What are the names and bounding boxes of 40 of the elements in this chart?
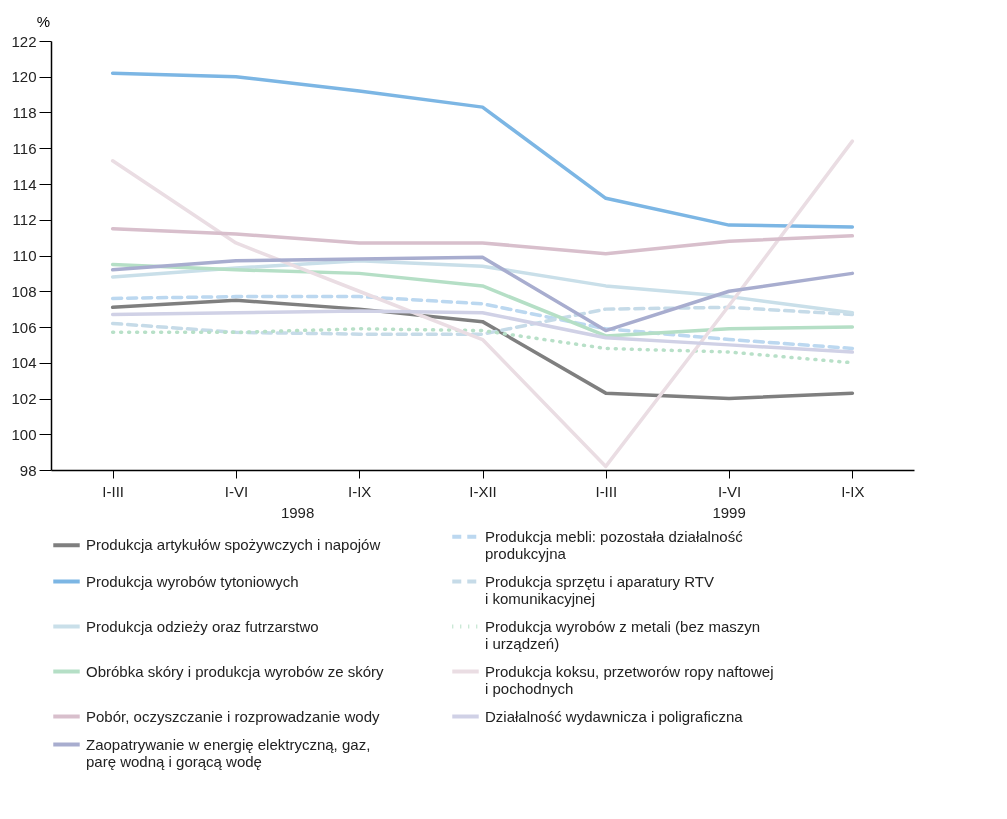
legend-label: Pobór, oczyszczanie i rozprowadzanie wody [86,707,380,725]
legend-label: Produkcja koksu, przetworów ropy naftowej i pochodnych [485,662,774,697]
legend-label: Produkcja sprzętu i aparatury RTV i komunikacyjnej [485,572,714,607]
x-tick-label: I-III [595,482,618,500]
y-tick-label: 108 [11,282,37,300]
x-tick-label: I-XII [469,482,497,500]
line-series [110,226,855,256]
line-series [110,139,855,469]
x-tick-label: I-VI [717,482,742,500]
y-tick-label: 106 [11,318,37,336]
legend-label: Obróbka skóry i produkcja wyrobów ze skóry [86,662,385,680]
line-series [110,71,855,229]
y-tick-label: 112 [12,211,37,229]
y-tick-label: 120 [11,68,37,86]
y-axis-title: % [36,12,51,30]
y-tick-label: 116 [12,139,37,157]
text: 1999 [712,504,746,521]
y-tick-label: 104 [11,354,37,372]
text: 1998 [280,504,315,521]
line-series [110,309,855,354]
line-series [110,294,855,351]
legend-label: Zaopatrywanie w energię elektryczną, gaz, parę wodną i gorącą wodę [86,735,371,770]
x-tick-label: I-VI [224,482,249,500]
y-tick-label: 98 [19,461,37,479]
legend-label: Działalność wydawnicza i poligraficzna [485,707,744,725]
legend-label: Produkcja wyrobów tytoniowych [86,572,299,590]
x-tick-label: I-IX [841,482,865,500]
y-tick-label: 110 [12,247,37,264]
legend-label: Produkcja wyrobów z metali (bez maszyn i urządzeń) [485,617,761,652]
y-tick-label: 122 [11,32,37,50]
y-tick-label: 114 [12,175,37,193]
y-tick-label: 102 [11,390,37,407]
x-tick-label: I-IX [348,482,372,500]
legend-label: Produkcja odzieży oraz futrzarstwo [86,617,319,635]
x-tick-label: I-III [102,482,124,500]
y-tick-label: 118 [12,104,37,121]
line-series [110,298,855,401]
y-tick-label: 100 [11,425,37,443]
legend-label: Produkcja artykułów spożywczych i napojów [86,536,381,554]
legend-label: Produkcja mebli: pozostała działalność produkcyjna [485,527,744,562]
